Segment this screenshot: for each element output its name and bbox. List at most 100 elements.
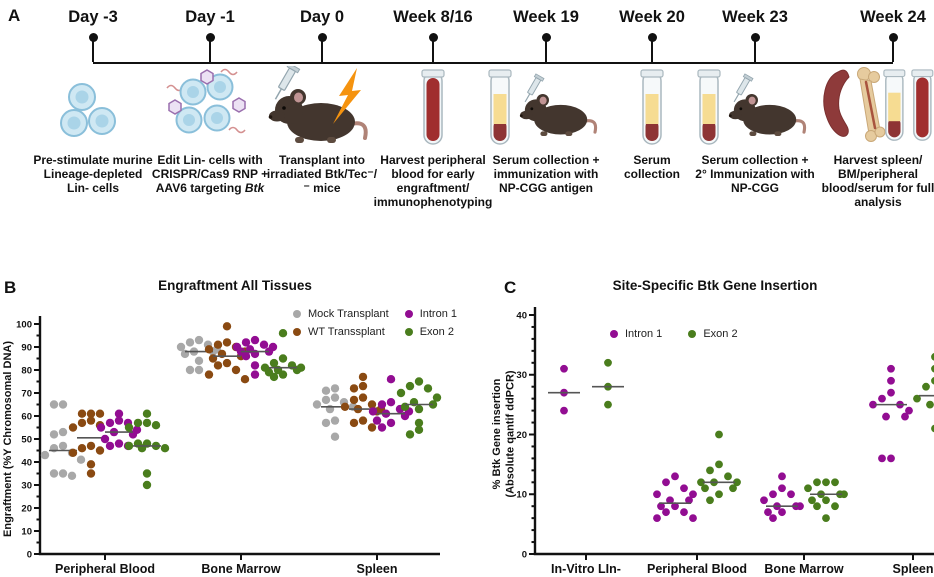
svg-text:80: 80: [21, 365, 32, 376]
legend-marker: [293, 328, 301, 336]
svg-text:0: 0: [27, 549, 32, 560]
timeline-label-week-8-16: Week 8/16: [393, 8, 473, 26]
timeline-stem: [544, 40, 548, 62]
timeline-line: [93, 61, 893, 64]
chart-c-title: Site-Specific Btk Gene Insertion: [612, 278, 818, 293]
legend-marker: [404, 328, 413, 336]
legend-marker: [293, 310, 301, 318]
timeline-label-week-19: Week 19: [513, 8, 579, 26]
svg-text:Peripheral Blood: Peripheral Blood: [55, 562, 155, 576]
svg-text:90: 90: [21, 342, 32, 353]
y-axis-title: Engraftment (%Y Chromosomal DNA): [2, 341, 14, 537]
engraftment-scatter-plot: Engraftment (%Y Chromosomal DNA) 0 10 20 30…: [2, 316, 442, 576]
timeline-caption: Serum collection + immunization with NP-…: [492, 153, 600, 196]
legend-label: Exon 2: [703, 328, 738, 340]
timeline-stem: [753, 40, 757, 62]
y-axis-title-line1: % Btk Gene insertion: [491, 378, 503, 489]
legend-item: Intron 1: [610, 328, 662, 340]
timeline-label-day-0: Day 0: [299, 8, 345, 26]
blood-tube-icon: [421, 69, 445, 145]
timeline-label-day-3: Day -3: [68, 8, 118, 26]
svg-text:60: 60: [21, 411, 32, 422]
legend-label: Mock Transplant: [308, 308, 389, 320]
svg-text:Spleen: Spleen: [357, 562, 398, 576]
legend-item: Exon 2: [404, 324, 457, 340]
timeline-stem: [208, 40, 212, 62]
legend-item: Exon 2: [688, 328, 738, 340]
legend-marker: [610, 330, 618, 338]
timeline-label-day-1: Day -1: [185, 8, 235, 26]
timeline-label-week-23: Week 23: [722, 8, 788, 26]
timeline-marker: [750, 33, 760, 42]
timeline-label-week-24: Week 24: [860, 8, 926, 26]
svg-text:30: 30: [21, 480, 32, 491]
svg-text:Spleen: Spleen: [893, 562, 934, 576]
serum-tube-mouse-icon: [697, 69, 807, 145]
svg-text:100: 100: [16, 319, 32, 330]
serum-tube-mouse-icon: [488, 69, 598, 145]
svg-text:70: 70: [21, 388, 32, 399]
cells-icon: [60, 83, 116, 137]
btk-insertion-scatter-plot: % Btk Gene insertion (Absolute qantif dd…: [491, 307, 934, 576]
svg-text:0: 0: [522, 549, 527, 560]
panel-c-label: C: [504, 278, 517, 297]
svg-text:10: 10: [516, 490, 527, 501]
panel-b-label: B: [4, 278, 17, 297]
svg-text:Peripheral Blood: Peripheral Blood: [647, 562, 747, 576]
svg-text:Bone Marrow: Bone Marrow: [201, 562, 280, 576]
panel-b: B Engraftment All Tissues Engraftment (%…: [0, 270, 470, 577]
timeline-marker: [541, 33, 551, 42]
legend-marker: [688, 330, 697, 338]
timeline-marker: [428, 33, 438, 42]
panel-c: C Site-Specific Btk Gene Insertion % Btk…: [470, 270, 934, 577]
timeline-marker: [317, 33, 327, 42]
svg-text:10: 10: [21, 526, 32, 537]
svg-text:20: 20: [21, 503, 32, 514]
legend-item: Intron 1: [404, 306, 458, 322]
crispr-cells-icon: [166, 68, 246, 134]
chart-b-title: Engraftment All Tissues: [158, 278, 312, 293]
timeline-label-week-20: Week 20: [619, 8, 685, 26]
timeline-caption: Edit Lin- cells with CRISPR/Cas9 RNP + A…: [147, 153, 273, 195]
legend-label: Exon 2: [419, 326, 454, 338]
legend-item: Mock Transplant: [293, 306, 389, 322]
legend-item: WT Transsplant: [293, 324, 389, 340]
legend-marker: [404, 310, 413, 318]
svg-text:30: 30: [516, 370, 527, 381]
legend-label: WT Transsplant: [308, 326, 385, 338]
timeline-marker: [647, 33, 657, 42]
timeline-stem: [320, 40, 324, 62]
bone-icon: [857, 67, 886, 142]
svg-text:50: 50: [21, 434, 32, 445]
timeline-stem: [431, 40, 435, 62]
timeline-marker: [888, 33, 898, 42]
svg-text:Bone Marrow: Bone Marrow: [764, 562, 843, 576]
timeline-caption: Pre-stimulate murine Lineage-depleted Li…: [33, 153, 153, 196]
legend: Intron 1 Exon 2: [610, 328, 738, 340]
svg-text:40: 40: [21, 457, 32, 468]
svg-text:40: 40: [516, 310, 527, 321]
timeline-marker: [88, 33, 98, 42]
timeline-caption: Harvest peripheral blood for early engra…: [373, 153, 493, 210]
legend-label: Intron 1: [625, 328, 663, 340]
irradiated-mouse-icon: [266, 66, 368, 145]
serum-tube-icon: [640, 69, 664, 145]
timeline-caption: Transplant into irradiated Btk/Tec⁻/⁻ mi…: [266, 153, 378, 196]
svg-text:20: 20: [516, 430, 527, 441]
spleen-bone-tubes-icon: [823, 67, 934, 142]
panel-a-label: A: [8, 6, 21, 25]
timeline-stem: [91, 40, 95, 62]
timeline-caption: Harvest spleen/ BM/peripheral blood/seru…: [821, 153, 934, 210]
legend: Mock Transplant WT Transsplant Intron 1 …: [293, 306, 457, 340]
timeline-stem: [650, 40, 654, 62]
gene-name: Btk: [244, 181, 265, 196]
svg-text:In-Vitro LIn-: In-Vitro LIn-: [551, 562, 621, 576]
timeline-caption: Serum collection + 2° Immunization with …: [695, 153, 815, 196]
timeline-caption: Serum collection: [623, 153, 680, 182]
legend-label: Intron 1: [419, 308, 458, 320]
timeline-stem: [891, 40, 895, 62]
timeline-marker: [205, 33, 215, 42]
y-axis-title-line2: (Absolute qantif ddPCR): [505, 370, 517, 497]
caption-text: Edit Lin- cells with CRISPR/Cas9 RNP + A…: [151, 153, 269, 196]
